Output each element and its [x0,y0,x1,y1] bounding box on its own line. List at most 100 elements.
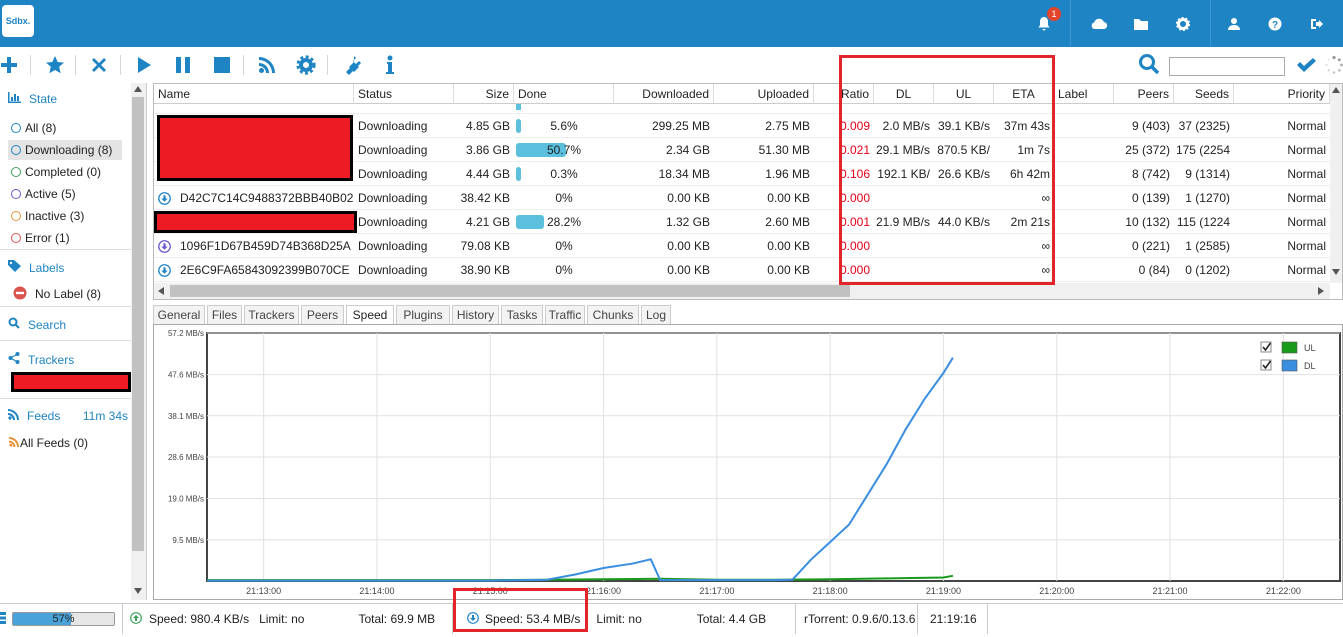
search-input[interactable] [1169,57,1285,76]
done-progress-bar [516,215,544,229]
trackers-section-header[interactable]: Trackers [8,352,74,367]
horizontal-scroll-thumb[interactable] [170,285,850,297]
start-icon[interactable] [133,54,155,76]
column-header-status[interactable]: Status [354,84,454,104]
tab-files[interactable]: Files [207,305,242,325]
remove-icon[interactable] [88,54,110,76]
column-header-priority[interactable]: Priority [1234,84,1330,104]
column-header-label[interactable]: Label [1054,84,1114,104]
plugin-icon[interactable] [341,54,363,76]
table-vertical-scrollbar[interactable] [1330,84,1342,283]
column-header-eta[interactable]: ETA [994,84,1054,104]
cell-priority: Normal [1287,239,1326,253]
sidebar-item-state-5[interactable]: Error (1) [8,228,73,248]
disk-progress-bar: 57% [12,612,115,626]
search-section-header[interactable]: Search [8,317,66,332]
sidebar-item-state-2[interactable]: Completed (0) [8,162,104,182]
state-label: Active (5) [25,187,76,201]
column-header-done[interactable]: Done [514,84,614,104]
tab-peers[interactable]: Peers [301,305,344,325]
state-label: All (8) [25,121,57,135]
state-label: Downloading (8) [25,143,113,157]
settings-icon[interactable] [295,54,317,76]
done-percent: 0% [555,263,573,277]
info-icon[interactable] [379,54,401,76]
cell-uploaded: 0.00 KB [767,191,810,205]
gear-icon[interactable] [1166,0,1200,47]
column-header-ul[interactable]: UL [934,84,994,104]
pause-icon[interactable] [172,54,194,76]
cell-size: 4.44 GB [465,167,510,181]
no-label-text: No Label (8) [35,287,102,301]
cell-seeds: 175 (2254 [1175,143,1230,157]
feeds-section-header[interactable]: Feeds 11m 34s [8,409,128,423]
table-row[interactable]: Downloading 3.86 GB 50.7% 2.34 GB 51.30 MB 0.… [154,138,1330,162]
cell-priority: Normal [1287,119,1326,133]
sidebar-scrollbar[interactable] [131,83,146,600]
folder-icon[interactable] [1124,0,1158,47]
tab-general[interactable]: General [153,305,205,325]
tab-trackers[interactable]: Trackers [244,305,299,325]
tab-speed[interactable]: Speed [346,305,394,325]
table-row[interactable]: 2E6C9FA65843092399B070CE Downloading 38.90… [154,258,1330,282]
tab-history[interactable]: History [452,305,499,325]
column-header-uploaded[interactable]: Uploaded [714,84,814,104]
cell-status: Downloading [358,263,428,277]
checkmark-icon[interactable] [1295,54,1317,76]
sidebar-item-state-0[interactable]: All (8) [8,118,59,138]
column-header-peers[interactable]: Peers [1114,84,1174,104]
bell-icon[interactable] [1027,0,1061,47]
download-limit[interactable]: Limit: no [596,612,642,626]
column-header-name[interactable]: Name [154,84,354,104]
sidebar-item-no-label[interactable]: No Label (8) [10,284,104,304]
done-progress-bar [516,167,521,181]
table-row[interactable]: 1096F1D67B459D74B368D25A Downloading 79.08… [154,234,1330,258]
cell-size: 4.85 GB [465,119,510,133]
tab-tasks[interactable]: Tasks [501,305,543,325]
column-header-dl[interactable]: DL [874,84,934,104]
cloud-icon[interactable] [1082,0,1116,47]
done-progress-bar [516,143,566,157]
tab-plugins[interactable]: Plugins [396,305,450,325]
add-icon[interactable] [0,54,20,76]
state-section-header[interactable]: State [8,92,57,106]
help-icon[interactable]: ? [1258,0,1292,47]
cell-eta: ∞ [1041,191,1050,205]
cell-dl [874,234,934,258]
table-row-partial[interactable] [154,104,1330,114]
table-row[interactable]: D42C7C14C9488372BBB40B02 Downloading 38.42… [154,186,1330,210]
column-header-seeds[interactable]: Seeds [1174,84,1234,104]
cell-done: 28.2% [514,210,614,234]
table-horizontal-scrollbar[interactable] [154,283,1330,299]
cell-status: Downloading [358,215,428,229]
rss-icon[interactable] [256,54,278,76]
tab-log[interactable]: Log [641,305,671,325]
all-feeds-text: All Feeds (0) [20,436,89,450]
table-row[interactable]: Downloading 4.21 GB 28.2% 1.32 GB 2.60 MB 0.0… [154,210,1330,234]
star-icon[interactable] [44,54,66,76]
logout-icon[interactable] [1299,0,1333,47]
done-progress-bar [516,119,522,133]
column-header-ratio[interactable]: Ratio [814,84,874,104]
sidebar-scroll-thumb[interactable] [132,97,144,551]
sidebar-item-state-3[interactable]: Active (5) [8,184,79,204]
sidebar-item-state-4[interactable]: Inactive (3) [8,206,87,226]
sidebar-item-all-feeds[interactable]: All Feeds (0) [9,433,88,453]
labels-section-header[interactable]: Labels [8,260,64,275]
user-icon[interactable] [1217,0,1251,47]
column-header-downloaded[interactable]: Downloaded [614,84,714,104]
app-logo[interactable]: Sdbx. [2,5,34,37]
upload-limit[interactable]: Limit: no [259,612,305,626]
cell-downloaded: 0.00 KB [667,191,710,205]
stop-icon[interactable] [211,54,233,76]
cell-uploaded: 0.00 KB [767,263,810,277]
column-header-size[interactable]: Size [454,84,514,104]
search-icon[interactable] [1138,53,1160,75]
cell-peers: 0 (139) [1131,191,1170,205]
tab-traffic[interactable]: Traffic [545,305,585,325]
sidebar-item-state-1[interactable]: Downloading (8) [8,140,122,160]
table-row[interactable]: Downloading 4.44 GB 0.3% 18.34 MB 1.96 MB 0.1… [154,162,1330,186]
table-row[interactable]: Downloading 4.85 GB 5.6% 299.25 MB 2.75 MB 0.… [154,114,1330,138]
tab-chunks[interactable]: Chunks [587,305,639,325]
download-total: Total: 4.4 GB [696,612,767,626]
